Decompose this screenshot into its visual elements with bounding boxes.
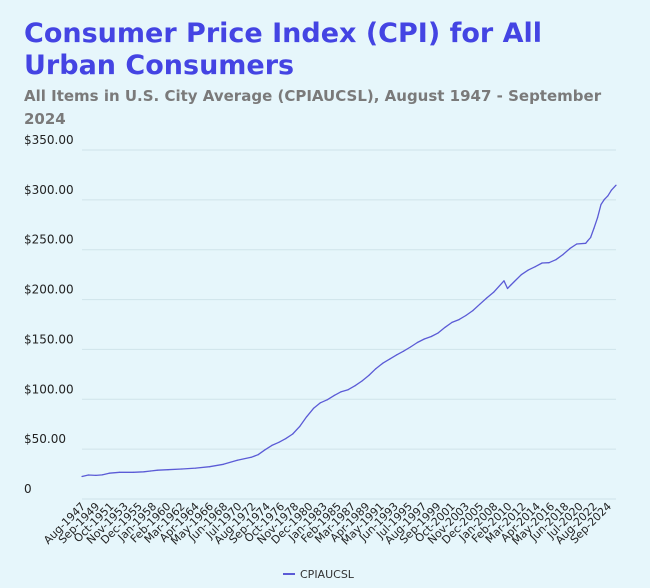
data-point — [382, 362, 384, 364]
data-point — [101, 474, 103, 476]
data-point — [593, 227, 595, 229]
data-point — [503, 280, 505, 282]
y-tick-label: $100.00 — [24, 382, 74, 396]
data-point — [416, 341, 418, 344]
data-point — [347, 389, 349, 391]
data-point — [81, 475, 83, 478]
data-point — [87, 474, 89, 476]
data-point — [506, 287, 509, 290]
data-point — [472, 310, 474, 312]
data-point — [285, 438, 287, 440]
data-point — [430, 335, 432, 338]
series-line-cpiaucsl — [81, 184, 617, 478]
data-point — [486, 297, 488, 299]
data-point — [396, 354, 398, 356]
data-point — [333, 394, 335, 396]
data-point — [167, 469, 169, 471]
data-point — [389, 358, 391, 360]
y-tick-label: 0 — [24, 482, 32, 496]
legend-label: CPIAUCSL — [300, 568, 355, 581]
data-point — [108, 472, 110, 474]
data-point — [278, 441, 280, 443]
data-point — [576, 243, 578, 245]
data-point — [610, 189, 613, 191]
data-point — [444, 326, 446, 328]
data-point — [222, 463, 224, 465]
data-point — [548, 262, 550, 264]
data-point — [375, 368, 377, 370]
data-point — [451, 321, 453, 323]
data-point — [132, 471, 134, 473]
data-point — [143, 471, 145, 473]
data-point — [195, 467, 197, 469]
data-point — [409, 346, 412, 348]
data-point — [615, 184, 617, 186]
y-tick-label: $250.00 — [24, 233, 74, 247]
data-point — [520, 274, 522, 276]
data-point — [596, 217, 599, 219]
y-tick-label: $300.00 — [24, 183, 74, 197]
data-point — [510, 284, 512, 286]
data-point — [603, 198, 606, 200]
data-point — [354, 385, 356, 387]
data-point — [157, 469, 159, 471]
data-point — [306, 416, 308, 418]
data-point — [493, 291, 495, 293]
data-point — [479, 303, 481, 305]
data-point — [95, 474, 97, 476]
data-point — [465, 314, 467, 317]
data-point — [437, 332, 439, 334]
data-point — [587, 240, 589, 242]
data-point — [257, 454, 259, 456]
data-point — [312, 407, 315, 409]
data-point — [423, 338, 425, 340]
data-point — [600, 203, 602, 206]
y-tick-label: $350.00 — [24, 133, 74, 147]
data-point — [534, 266, 536, 268]
data-point — [181, 468, 183, 470]
data-point — [271, 444, 273, 446]
data-point — [299, 426, 301, 428]
chart-subtitle: All Items in U.S. City Average (CPIAUCSL… — [24, 87, 602, 128]
data-point — [458, 319, 460, 321]
data-point — [319, 402, 321, 404]
data-point — [541, 262, 543, 264]
data-point — [607, 195, 609, 197]
data-point — [562, 254, 564, 256]
data-point — [368, 374, 370, 376]
data-point — [361, 380, 363, 382]
y-tick-label: $200.00 — [24, 283, 74, 297]
data-point — [264, 449, 266, 451]
data-point — [513, 280, 516, 283]
y-tick-label: $150.00 — [24, 332, 74, 346]
data-point — [292, 433, 294, 435]
data-point — [527, 269, 529, 271]
y-tick-label: $50.00 — [24, 432, 66, 446]
data-point — [402, 350, 405, 352]
data-point — [555, 259, 557, 261]
data-point — [326, 399, 328, 401]
data-point — [569, 248, 571, 250]
data-point — [236, 459, 238, 461]
data-point — [340, 391, 342, 393]
chart-title: Consumer Price Index (CPI) for All Urban… — [24, 18, 542, 81]
data-point — [590, 236, 592, 239]
data-point — [150, 470, 152, 472]
data-point — [118, 471, 121, 473]
data-point — [585, 242, 587, 244]
data-point — [209, 466, 211, 468]
data-point — [250, 456, 252, 458]
